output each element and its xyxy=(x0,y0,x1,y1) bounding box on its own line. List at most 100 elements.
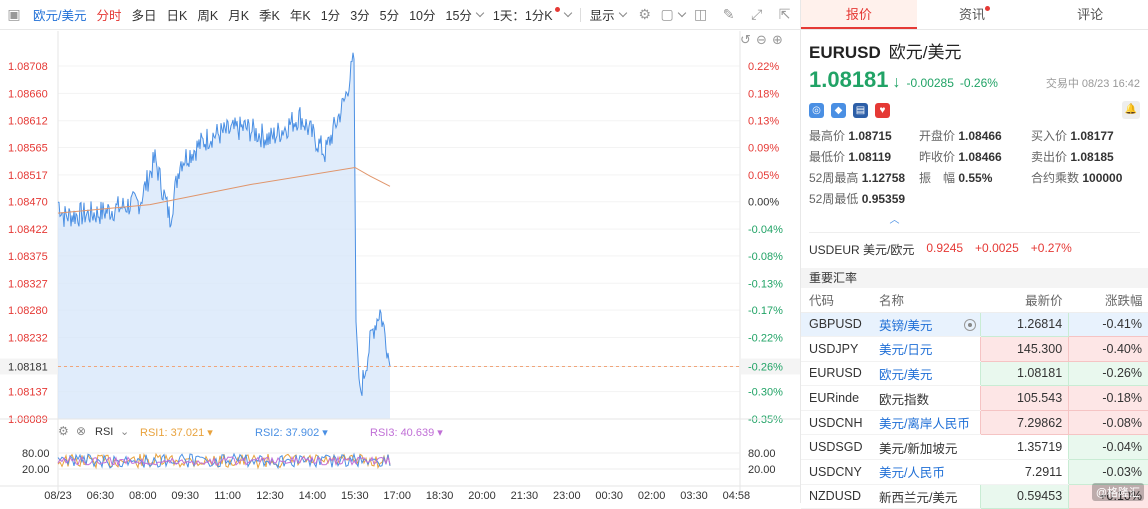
rate-change: -0.18% xyxy=(1068,385,1148,411)
rate-code: EURUSD xyxy=(801,361,871,387)
stat-9: 52周最低 0.95359 xyxy=(809,190,919,207)
draw-icon[interactable]: ✎ xyxy=(722,6,735,22)
display-dropdown[interactable]: 显示 xyxy=(585,0,631,30)
period-tab-8[interactable]: 3分 xyxy=(350,9,370,23)
rate-code: USDCNH xyxy=(801,410,871,436)
rate-change: -0.26% xyxy=(1068,360,1148,387)
bell-icon[interactable]: 🔔 xyxy=(1122,101,1140,119)
usdeur-pct: +0.27% xyxy=(1030,241,1072,255)
rate-row[interactable]: USDCNY 美元/人民币 7.2911 -0.03% xyxy=(801,459,1148,485)
price-chart[interactable]: 1.08708 0.22% 1.08660 0.18% 1.08612 0.13% 1.08… xyxy=(0,31,800,503)
rate-row[interactable]: USDSGD 美元/新加坡元 1.35719 -0.04% xyxy=(801,434,1148,461)
globe-icon[interactable]: ◎ xyxy=(809,102,824,118)
settings-icon[interactable]: ⚙ xyxy=(638,6,651,22)
rate-row[interactable]: EURUSD 欧元/美元 1.08181 -0.26% xyxy=(801,360,1148,387)
price-tick: 1.08470 xyxy=(8,197,48,209)
period-tab-1[interactable]: 多日 xyxy=(131,9,157,23)
target-icon[interactable] xyxy=(964,318,977,331)
symbol-label[interactable]: 欧元/美元 xyxy=(33,9,87,23)
pct-tick: 0.22% xyxy=(748,61,779,73)
stat-label: 卖出价 xyxy=(1031,150,1071,164)
period-tab-0[interactable]: 分时 xyxy=(96,9,122,23)
period-tab-9[interactable]: 5分 xyxy=(379,9,400,23)
price-change: -0.00285 xyxy=(906,76,954,90)
rate-row[interactable]: GBPUSD 英镑/美元 1.26814 -0.41% xyxy=(801,311,1148,338)
stat-label: 买入价 xyxy=(1031,129,1071,143)
rate-price: 7.29862 xyxy=(980,409,1070,436)
time-tick: 00:30 xyxy=(595,490,623,502)
rate-row[interactable]: USDJPY 美元/日元 145.300 -0.40% xyxy=(801,336,1148,362)
rate-change: -0.04% xyxy=(1068,434,1148,461)
period-tab-2[interactable]: 日K xyxy=(166,9,188,23)
tag-icon[interactable]: ◆ xyxy=(831,102,846,118)
current-price-label: 1.08181 xyxy=(8,362,48,374)
rate-row[interactable]: USDCNH 美元/离岸人民币 7.29862 -0.08% xyxy=(801,409,1148,436)
tab-quote[interactable]: 报价 xyxy=(801,0,917,29)
quote-title: EURUSD 欧元/美元 xyxy=(809,38,1140,63)
pct-tick: -0.30% xyxy=(748,387,783,399)
period-tabs: 分时 多日 日K 周K 月K 季K 年K 1分 3分 5分 10分 15分 xyxy=(91,0,487,30)
tab-news[interactable]: 资讯 xyxy=(917,0,1033,29)
reset-icon[interactable]: ↺ xyxy=(740,32,751,47)
time-tick: 12:30 xyxy=(256,490,284,502)
stat-1: 开盘价 1.08466 xyxy=(919,127,1031,144)
fullscreen-icon[interactable]: ⤢ xyxy=(751,6,763,22)
period-tab-3[interactable]: 周K xyxy=(197,9,219,23)
usdeur-label: USDEUR 美元/欧元 xyxy=(809,243,915,257)
time-tick: 23:00 xyxy=(553,490,581,502)
current-pct-box xyxy=(741,358,800,375)
rsi-title: RSI xyxy=(95,426,113,438)
chevron-down-icon: ⌄ xyxy=(120,426,129,438)
tab-comments[interactable]: 评论 xyxy=(1077,7,1104,22)
interval-dropdown[interactable]: 1天：1分K xyxy=(488,0,576,30)
period-tab-11[interactable]: 15分 xyxy=(441,0,488,30)
rate-name[interactable]: 美元/日元 xyxy=(870,336,981,362)
pct-tick: 0.09% xyxy=(748,143,779,155)
time-tick: 02:00 xyxy=(638,490,666,502)
heart-icon[interactable]: ♥ xyxy=(875,102,890,118)
rsi-value-2: RSI2: 37.902 ▾ xyxy=(255,427,328,439)
shape-icon[interactable]: ▢ xyxy=(659,0,687,30)
chart-toolbar: ▣ 欧元/美元 分时 多日 日K 周K 月K 季K 年K 1分 3分 5分 10分 15分 1天：1分… xyxy=(0,0,800,30)
rsi-value-3: RSI3: 40.639 ▾ xyxy=(370,427,443,439)
period-tab-7[interactable]: 1分 xyxy=(320,9,341,23)
usdeur-price: 0.9245 xyxy=(926,241,964,255)
col-change[interactable]: 涨跌幅 xyxy=(1068,288,1148,313)
time-tick: 21:30 xyxy=(511,490,539,502)
separator xyxy=(579,7,581,22)
period-tab-10[interactable]: 10分 xyxy=(409,9,436,23)
col-price[interactable]: 最新价 xyxy=(980,288,1069,313)
rate-change: -0.40% xyxy=(1068,336,1148,362)
pct-tick: 0.18% xyxy=(748,88,779,100)
close-icon: ⊗ xyxy=(76,424,86,438)
rate-name[interactable]: 美元/人民币 xyxy=(870,459,981,485)
rate-name: 新西兰元/美元 xyxy=(870,484,981,509)
period-tab-4[interactable]: 月K xyxy=(228,9,250,23)
camera-icon[interactable]: ◫ xyxy=(694,6,708,22)
stat-value: 1.12758 xyxy=(861,171,906,185)
quote-name: 欧元/美元 xyxy=(888,43,962,62)
stat-value: 1.08715 xyxy=(848,129,892,143)
rate-name[interactable]: 英镑/美元 xyxy=(870,312,981,338)
zoom-out-icon[interactable]: ⊖ xyxy=(756,32,767,47)
price-tick: 1.08517 xyxy=(8,170,48,182)
expand-icon[interactable]: ⇱ xyxy=(778,6,791,22)
col-name: 名称 xyxy=(870,288,981,313)
rate-name[interactable]: 欧元/美元 xyxy=(870,361,981,387)
book-icon[interactable]: ▤ xyxy=(853,102,868,118)
rate-name[interactable]: 美元/离岸人民币 xyxy=(870,410,981,436)
tab-news-label: 资讯 xyxy=(959,7,986,22)
period-tab-6[interactable]: 年K xyxy=(289,9,311,23)
rate-row[interactable]: EURinde 欧元指数 105.543 -0.18% xyxy=(801,385,1148,411)
zoom-in-icon[interactable]: ⊕ xyxy=(772,32,783,47)
down-arrow-icon: ↓ xyxy=(892,74,901,91)
period-tab-5[interactable]: 季K xyxy=(259,9,280,23)
price-change-pct: -0.26% xyxy=(959,76,998,90)
rate-price: 1.26814 xyxy=(980,311,1070,338)
time-tick: 09:30 xyxy=(171,490,199,502)
usdeur-row[interactable]: USDEUR 美元/欧元 0.9245 +0.0025 +0.27% xyxy=(809,232,1140,266)
panel-toggle-icon[interactable]: ▣ xyxy=(7,6,21,22)
rate-price: 0.59453 xyxy=(980,483,1070,509)
collapse-chevron-icon[interactable]: ︿ xyxy=(889,215,900,226)
panel-tabs: 报价 资讯 评论 xyxy=(801,0,1148,30)
